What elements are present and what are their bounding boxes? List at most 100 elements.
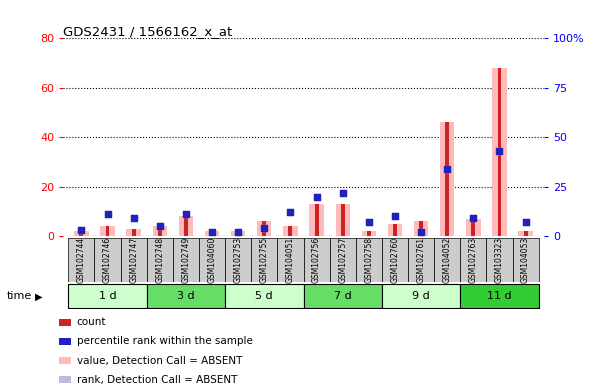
Bar [178, 217, 193, 236]
Text: GSM102748: GSM102748 [155, 237, 164, 283]
Bar [460, 238, 486, 282]
Text: GSM102749: GSM102749 [182, 237, 191, 283]
Bar [388, 224, 402, 236]
Bar [367, 231, 371, 236]
Point [181, 211, 191, 217]
Bar [100, 226, 115, 236]
Bar [263, 221, 266, 236]
Text: GSM102747: GSM102747 [129, 237, 138, 283]
Point [285, 209, 295, 215]
Bar [121, 238, 147, 282]
Point [129, 215, 138, 222]
Bar [257, 221, 272, 236]
Bar [94, 238, 121, 282]
Text: GSM104060: GSM104060 [207, 237, 216, 283]
Bar [236, 231, 240, 236]
Point [233, 229, 243, 235]
Bar [460, 284, 538, 308]
Text: GSM104052: GSM104052 [443, 237, 452, 283]
Bar [445, 122, 449, 236]
Bar [205, 231, 219, 236]
Text: GSM102760: GSM102760 [391, 237, 400, 283]
Bar [231, 231, 245, 236]
Point [416, 229, 426, 235]
Point [312, 194, 322, 200]
Bar [278, 238, 304, 282]
Point [260, 225, 269, 231]
Bar [59, 357, 72, 364]
Text: GSM103323: GSM103323 [495, 237, 504, 283]
Text: 11 d: 11 d [487, 291, 512, 301]
Bar [153, 226, 167, 236]
Point [103, 211, 112, 217]
Point [364, 219, 374, 225]
Point [181, 211, 191, 217]
Bar [126, 229, 141, 236]
Text: GSM102756: GSM102756 [312, 237, 321, 283]
Bar [335, 204, 350, 236]
Bar [341, 204, 344, 236]
Bar [362, 231, 376, 236]
Text: rank, Detection Call = ABSENT: rank, Detection Call = ABSENT [77, 375, 237, 384]
Point [207, 229, 217, 235]
Bar [74, 231, 88, 236]
Bar [523, 231, 528, 236]
Text: time: time [7, 291, 32, 301]
Bar [147, 284, 225, 308]
Bar [79, 231, 84, 236]
Point [338, 190, 347, 196]
Bar [158, 226, 162, 236]
Bar [59, 376, 72, 383]
Point [442, 166, 452, 172]
Bar [310, 204, 324, 236]
Bar [356, 238, 382, 282]
Point [469, 215, 478, 222]
Point [155, 223, 165, 229]
Text: 5 d: 5 d [255, 291, 273, 301]
Bar [173, 238, 199, 282]
Text: 1 d: 1 d [99, 291, 117, 301]
Bar [471, 219, 475, 236]
Text: value, Detection Call = ABSENT: value, Detection Call = ABSENT [77, 356, 242, 366]
Text: GSM102746: GSM102746 [103, 237, 112, 283]
Text: count: count [77, 317, 106, 327]
Bar [419, 221, 423, 236]
Text: 3 d: 3 d [177, 291, 195, 301]
Point [155, 223, 165, 229]
Bar [486, 238, 513, 282]
Bar [382, 284, 460, 308]
Point [390, 214, 400, 220]
Bar [434, 238, 460, 282]
Point [129, 215, 138, 222]
Text: GSM102761: GSM102761 [416, 237, 426, 283]
Text: GDS2431 / 1566162_x_at: GDS2431 / 1566162_x_at [63, 25, 233, 38]
Text: GSM104051: GSM104051 [286, 237, 295, 283]
Point [207, 229, 217, 235]
Text: GSM102757: GSM102757 [338, 237, 347, 283]
Point [312, 194, 322, 200]
Bar [199, 238, 225, 282]
Bar [106, 226, 109, 236]
Bar [314, 204, 319, 236]
Bar [382, 238, 408, 282]
Point [469, 215, 478, 222]
Bar [304, 284, 382, 308]
Bar [225, 238, 251, 282]
Text: GSM102744: GSM102744 [77, 237, 86, 283]
Bar [288, 226, 293, 236]
Text: GSM102758: GSM102758 [364, 237, 373, 283]
Point [521, 219, 531, 225]
Bar [210, 231, 214, 236]
Bar [408, 238, 434, 282]
Point [76, 227, 86, 233]
Text: GSM102763: GSM102763 [469, 237, 478, 283]
Text: 7 d: 7 d [334, 291, 352, 301]
Bar [519, 231, 533, 236]
Point [495, 148, 504, 154]
Point [285, 209, 295, 215]
Bar [393, 224, 397, 236]
Bar [414, 221, 429, 236]
Bar [147, 238, 173, 282]
Text: GSM104053: GSM104053 [521, 237, 530, 283]
Bar [440, 122, 454, 236]
